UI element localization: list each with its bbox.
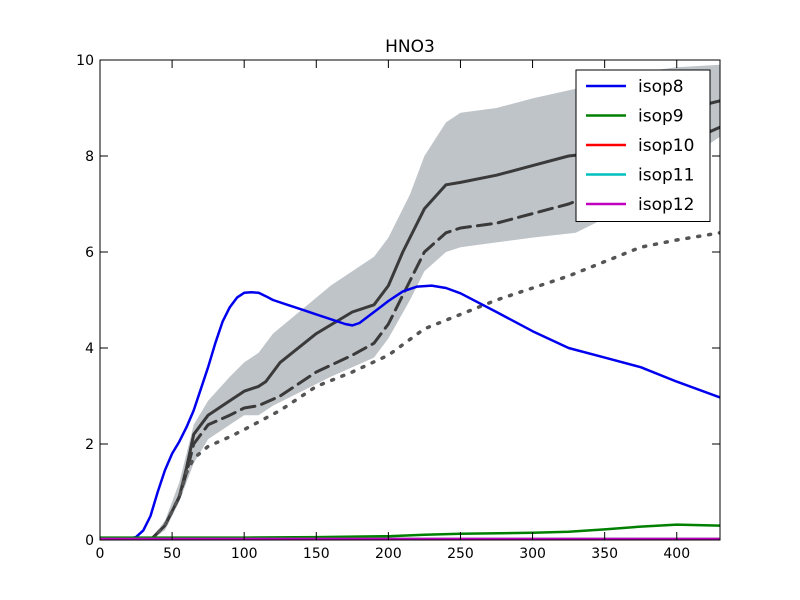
y-tick-label: 4 bbox=[85, 341, 94, 357]
legend-label-isop8: isop8 bbox=[638, 77, 684, 97]
series-line-isop8 bbox=[100, 284, 720, 540]
x-tick-label: 300 bbox=[519, 546, 546, 562]
reference-line-dotted bbox=[148, 231, 720, 540]
y-tick-label: 8 bbox=[85, 149, 94, 165]
reference-line-dashed bbox=[149, 125, 720, 540]
x-tick-label: 200 bbox=[375, 546, 402, 562]
x-tick-label: 250 bbox=[447, 546, 474, 562]
y-tick-label: 10 bbox=[76, 53, 94, 69]
plot-frame bbox=[99, 59, 721, 541]
y-tick-label: 2 bbox=[85, 437, 94, 453]
legend-label-isop9: isop9 bbox=[638, 107, 684, 127]
x-tick-label: 150 bbox=[303, 546, 330, 562]
x-tick-label: 0 bbox=[96, 546, 105, 562]
legend-label-isop11: isop11 bbox=[638, 166, 694, 186]
y-tick-label: 0 bbox=[85, 533, 94, 549]
x-tick-label: 400 bbox=[663, 546, 690, 562]
x-tick-label: 350 bbox=[591, 546, 618, 562]
legend-label-isop12: isop12 bbox=[638, 195, 694, 215]
y-tick-label: 6 bbox=[85, 245, 94, 261]
x-tick-label: 100 bbox=[231, 546, 258, 562]
chart-title: HNO3 bbox=[385, 37, 435, 57]
legend-label-isop10: isop10 bbox=[638, 136, 694, 156]
legend: isop8 isop9 isop10 isop11 isop12 bbox=[575, 69, 711, 222]
x-tick-label: 50 bbox=[163, 546, 181, 562]
